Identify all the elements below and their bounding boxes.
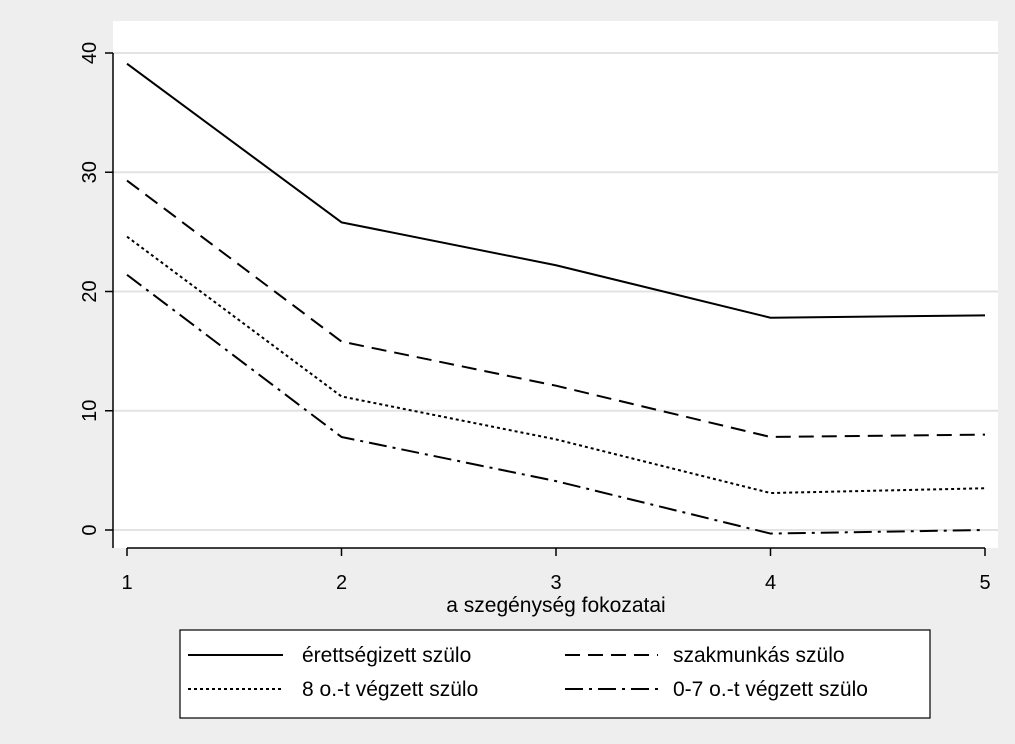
- x-tick-label: 3: [550, 572, 561, 594]
- x-axis-title: a szegénység fokozatai: [446, 594, 665, 617]
- y-axis-ticks: 0 10 20 30 40: [79, 42, 113, 536]
- x-tick-label: 1: [121, 572, 132, 594]
- grid-lines: [113, 52, 998, 531]
- plot-area: [113, 21, 998, 548]
- series-line-4: [126, 274, 986, 535]
- y-tick-label: 20: [79, 280, 101, 302]
- legend-label-3: 8 o.-t végzett szülo: [302, 678, 478, 701]
- x-axis-ticks: 1 2 3 4 5: [121, 548, 991, 594]
- x-tick-label: 4: [765, 572, 776, 594]
- y-tick-label: 40: [79, 42, 101, 64]
- series-line-1: [126, 62, 986, 319]
- legend: érettségizett szülo szakmunkás szülo 8 o.-…: [179, 629, 931, 719]
- y-tick-label: 0: [79, 524, 101, 535]
- legend-label-2: szakmunkás szülo: [673, 644, 845, 667]
- y-tick-label: 10: [79, 400, 101, 422]
- series-line-3: [126, 235, 986, 495]
- series-lines: [126, 62, 986, 535]
- y-tick-label: 30: [79, 161, 101, 183]
- legend-label-4: 0-7 o.-t végzett szülo: [673, 678, 868, 701]
- legend-label-1: érettségizett szülo: [302, 644, 471, 667]
- x-tick-label: 2: [336, 572, 347, 594]
- x-tick-label: 5: [979, 572, 990, 594]
- series-line-2: [126, 179, 986, 438]
- legend-box: [179, 629, 931, 719]
